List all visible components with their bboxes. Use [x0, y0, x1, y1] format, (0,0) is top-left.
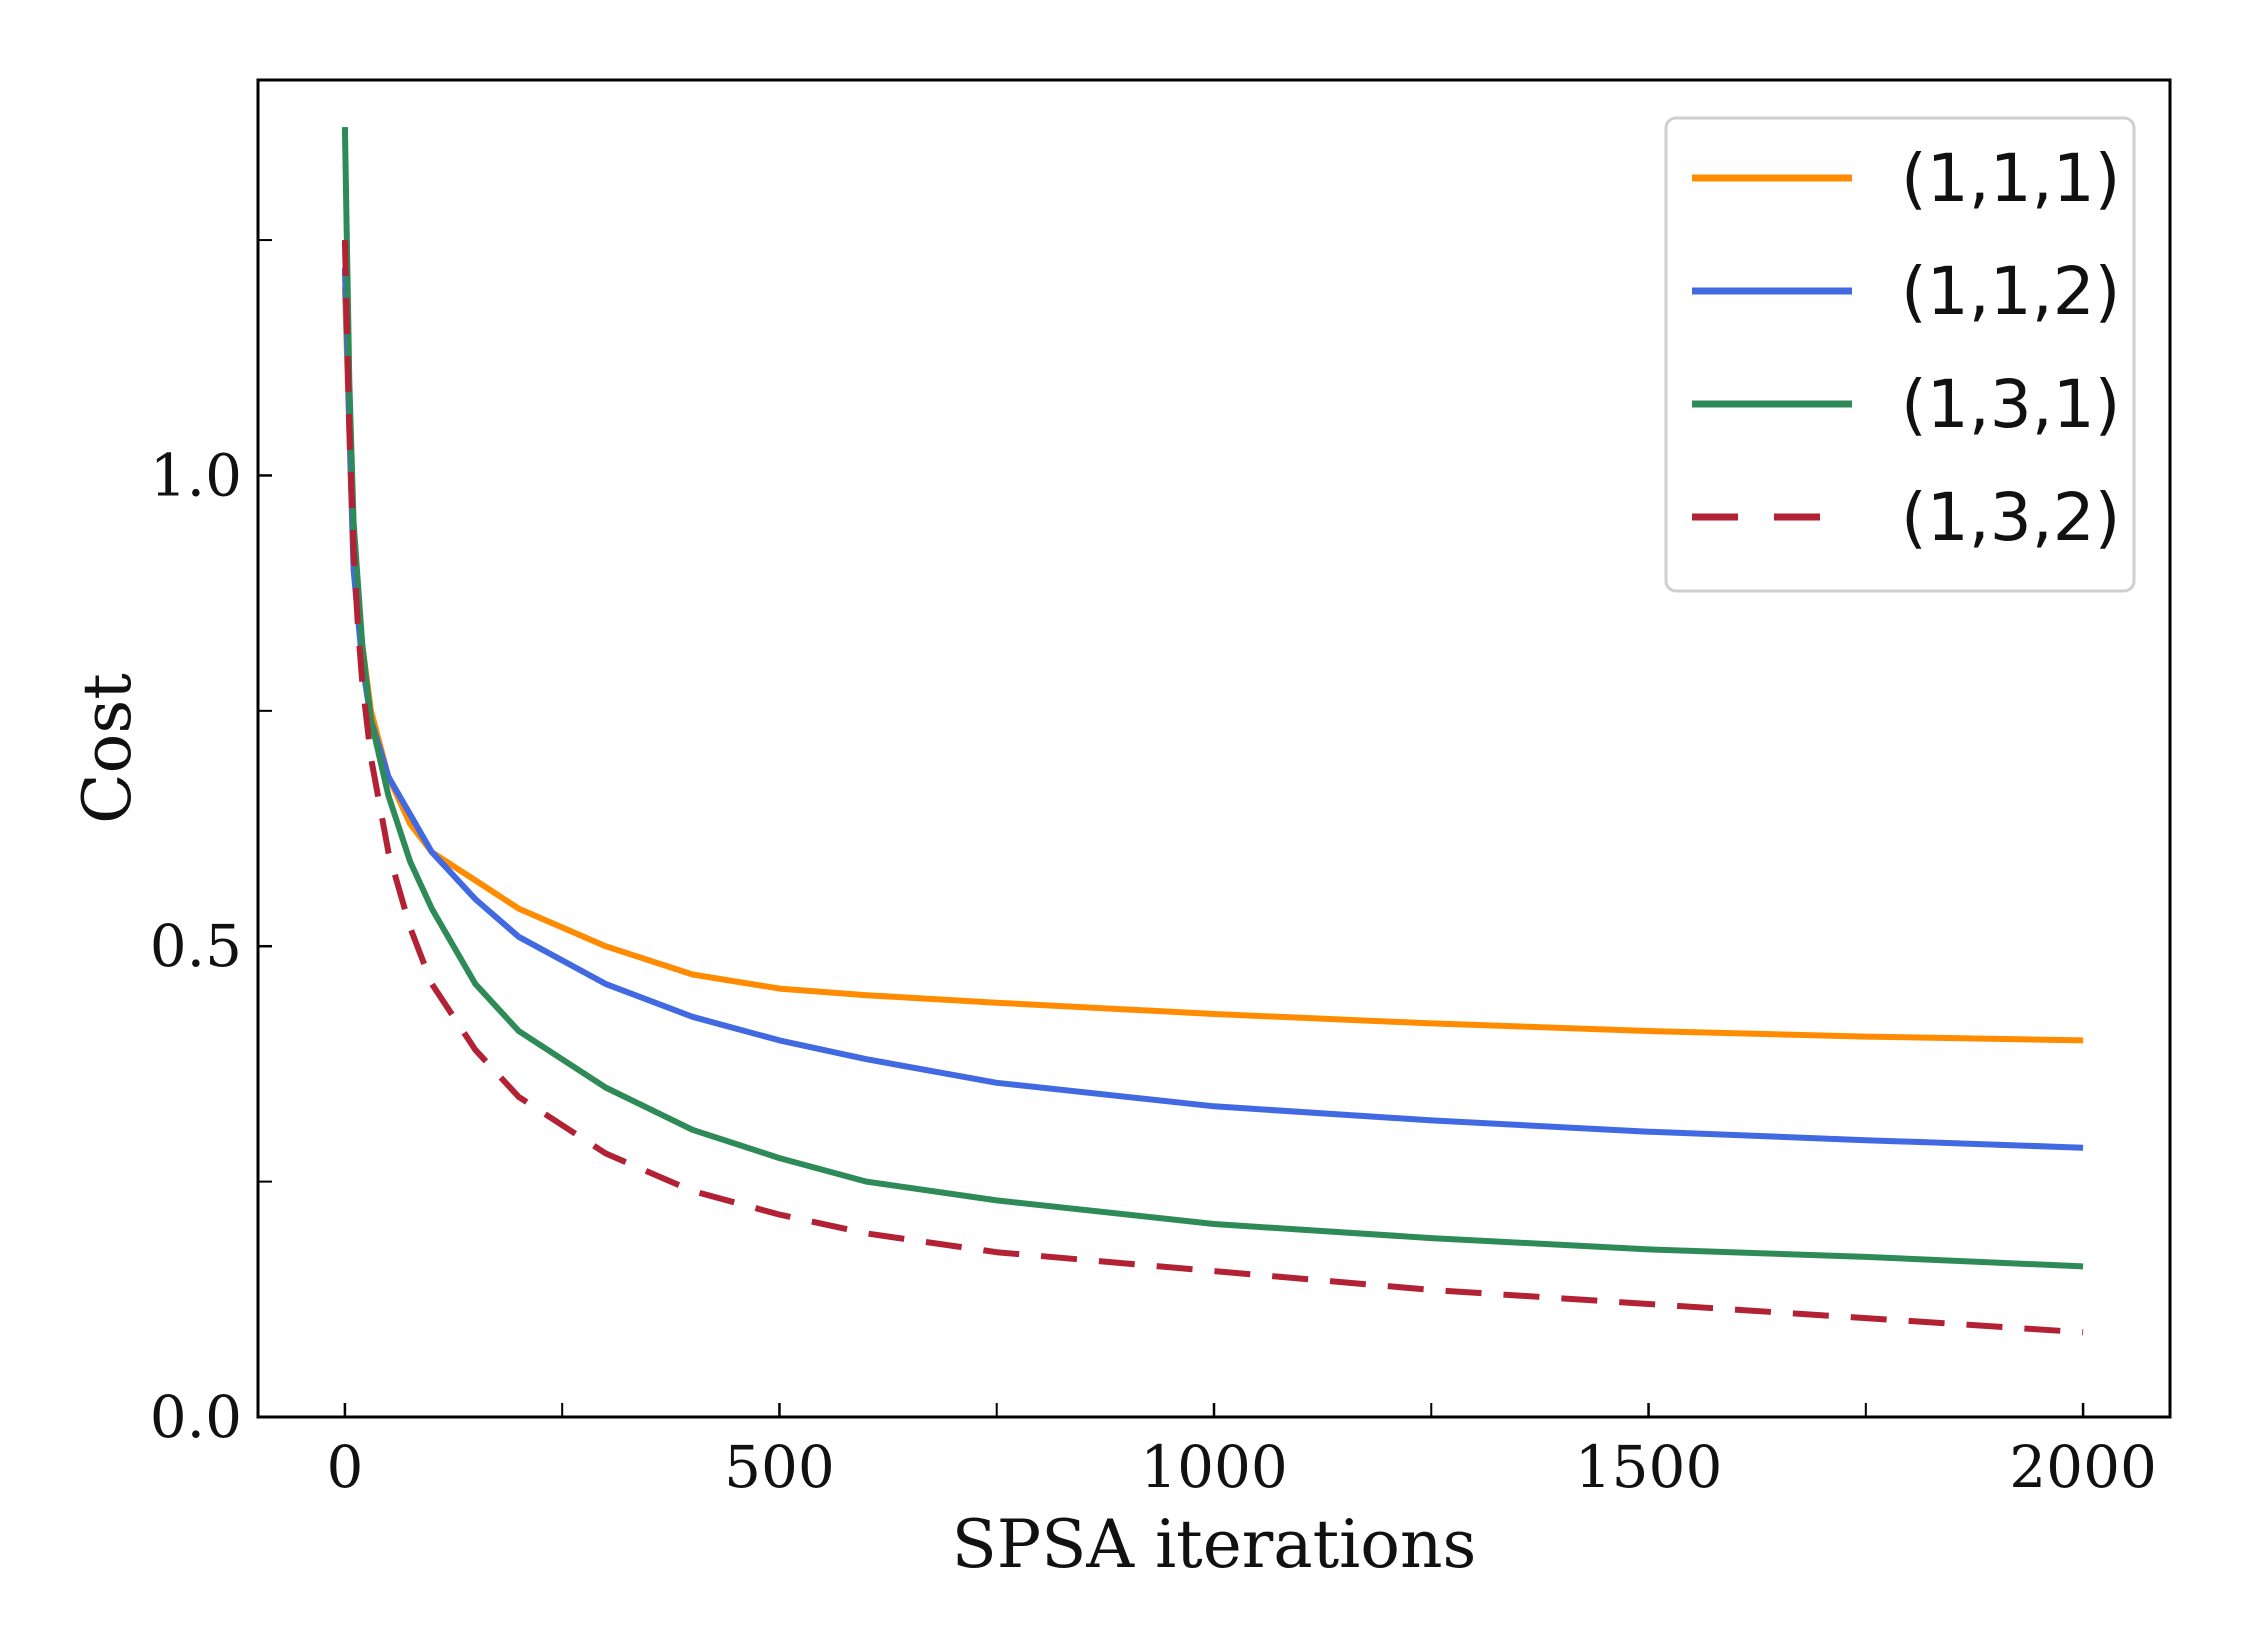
x-axis-label: SPSA iterations [952, 1506, 1477, 1583]
x-tick-label-2: 1000 [1140, 1433, 1288, 1501]
y-tick-label-1: 0.5 [150, 912, 242, 980]
legend-items: (1,1,1) (1,1,2) (1,3,1) (1,3,2) [1692, 140, 2120, 556]
x-tick-label-4: 2000 [2009, 1433, 2157, 1501]
x-tick-label-3: 1500 [1575, 1433, 1723, 1501]
legend-label-4: (1,3,2) [1901, 479, 2120, 556]
x-tick-label-1: 500 [724, 1433, 835, 1501]
legend: (1,1,1) (1,1,2) (1,3,1) (1,3,2) [1664, 116, 2136, 593]
legend-label-3: (1,3,1) [1901, 366, 2120, 443]
plot-area [256, 78, 2172, 1419]
legend-label-2: (1,1,2) [1901, 253, 2120, 330]
series-line-4 [341, 240, 2084, 1336]
x-tick-labels: 0 500 1000 1500 2000 [326, 1433, 2156, 1501]
y-tick-label-0: 0.0 [150, 1383, 242, 1451]
legend-box [1664, 116, 2136, 593]
y-axis-label: Cost [69, 673, 146, 824]
y-tick-label-2: 1.0 [150, 441, 242, 509]
legend-label-1: (1,1,1) [1901, 140, 2120, 217]
axis-ticks [258, 239, 2085, 1419]
x-tick-label-0: 0 [326, 1433, 363, 1501]
series-lines [341, 127, 2084, 1336]
series-line-3 [341, 127, 2084, 1270]
y-tick-labels: 0.0 0.5 1.0 [150, 441, 242, 1451]
